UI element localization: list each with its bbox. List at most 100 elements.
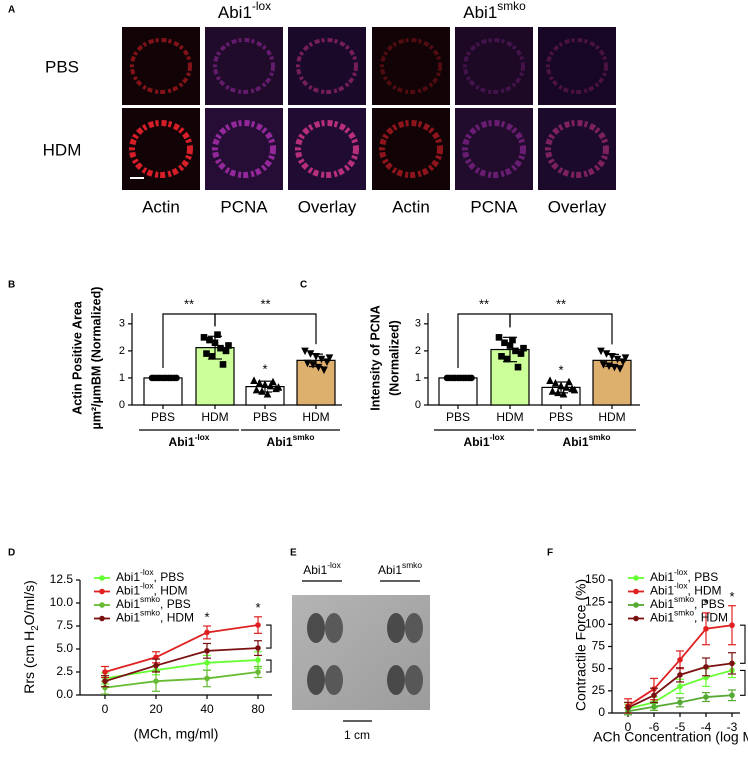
airway-ring [462,120,526,178]
text-base: Abi1 [267,435,293,449]
data-point [156,374,164,382]
panel-label: E [290,548,297,559]
legend-marker [633,575,639,581]
data-point [250,376,258,384]
data-point [703,694,709,700]
significance-label: * [703,596,708,611]
data-point [565,377,573,386]
data-point [602,350,611,358]
data-point [314,363,323,372]
panel-label: D [8,548,15,559]
y-tick-label: 0 [415,399,421,411]
significance-label: * [255,600,260,615]
data-point [206,336,213,344]
x-axis-label: ACh Concentration (log M) [593,729,748,745]
row-label: HDM [43,140,82,159]
text-rest: , HDM [688,584,722,598]
group-label: Abi1-lox [169,432,210,449]
data-point [506,342,514,349]
text-sup: -lox [327,560,341,570]
significance-label: * [262,362,267,377]
comparison-bracket [740,624,746,664]
data-point [651,692,657,699]
lung-lobe [387,665,405,695]
data-point [263,389,272,398]
significance-label: ** [556,296,566,311]
scale-label: 1 cm [344,728,370,742]
y-tick-label: 0.0 [56,687,73,701]
text-base: Abi1 [116,611,140,625]
text-base: Rrs (cm H [21,631,37,694]
data-point [153,662,159,669]
data-point [446,374,453,382]
lung-lobe [307,613,325,643]
bar [592,359,632,406]
data-point [261,380,269,389]
group-title: Abi1smko [463,0,526,22]
data-point [562,383,571,391]
data-point [605,362,613,371]
data-point [211,339,219,347]
y-tick-label: 3 [415,318,421,330]
data-point [599,361,608,369]
data-point [102,669,108,675]
y-tick-label: 75 [592,639,606,653]
data-point [457,374,464,382]
y-axis-label: Actin Positive Area [70,300,84,415]
tissue-tint [455,27,533,105]
data-point [266,381,275,390]
text-rest: , PBS [160,597,191,611]
y-axis-label: (Normalized) [387,320,401,396]
data-point [616,365,624,373]
data-point [258,387,266,395]
text-base: Abi1 [303,563,327,577]
y-axis-label: Contractile Force (%) [573,579,589,711]
text-sup: smko [140,608,160,618]
text-base: Abi1 [116,597,140,611]
data-point [301,347,309,356]
text-base: Abi1 [650,611,674,625]
airway-ring [213,38,275,94]
data-point [703,664,709,670]
text-sup: -lox [674,567,688,577]
x-tick-label: -3 [727,720,738,734]
group-label: Abi1-lox [464,432,505,449]
data-point [613,355,622,364]
x-tick-label: PBS [151,410,175,424]
data-point [468,374,475,382]
column-label: Actin [142,197,180,216]
comparison-bracket [266,659,272,673]
bar-chart: B Actin Positive Area µm²/µmBM (Normalized… [8,280,342,449]
data-point [462,374,470,382]
text-sup: -lox [140,581,154,591]
text-sup: smko [140,594,160,604]
data-point [217,344,224,352]
column-label: Overlay [548,197,607,216]
text-sup: -lox [490,432,505,442]
text-base: Abi1 [116,584,140,598]
data-point [204,675,210,682]
panel-label: B [8,280,15,291]
text-sup: -lox [252,0,271,13]
legend-label: Abi1smko, PBS [650,594,725,611]
lung-lobe [405,665,423,695]
column-label: PCNA [470,197,518,216]
panel-label: F [547,548,553,559]
data-point [677,657,683,663]
data-point [204,660,210,666]
data-point [597,347,605,356]
x-tick-label: 80 [251,702,265,716]
data-point [703,625,709,632]
legend-marker [99,602,105,608]
airway-ring [295,120,359,178]
legend-label: Abi1smko, HDM [650,608,728,625]
column-label: PCNA [220,197,268,216]
group-label: Abi1smko [563,432,611,449]
legend-marker [633,588,639,595]
group-label: Abi1smko [267,432,315,449]
text-rest: , HDM [160,611,194,625]
y-tick-label: 0 [119,399,125,411]
line-chart: F Contractile Force (%) 0 25 50 75 100 125 150 0 -… [547,548,748,745]
text-base: Abi1 [464,435,490,449]
